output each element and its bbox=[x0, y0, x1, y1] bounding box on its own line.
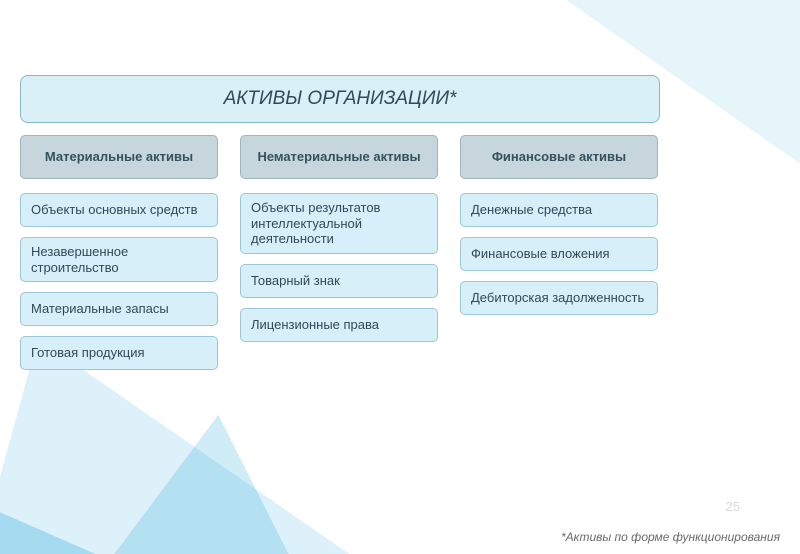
column-1: Нематериальные активы Объекты результатов… bbox=[240, 135, 438, 380]
category-header: Материальные активы bbox=[20, 135, 218, 179]
item-box: Объекты результатов интеллектуальной дея… bbox=[240, 193, 438, 254]
item-box: Незавершенное строительство bbox=[20, 237, 218, 282]
item-box: Лицензионные права bbox=[240, 308, 438, 342]
diagram-content: АКТИВЫ ОРГАНИЗАЦИИ* Материальные активы О… bbox=[20, 75, 660, 380]
item-box: Готовая продукция bbox=[20, 336, 218, 370]
category-header: Нематериальные активы bbox=[240, 135, 438, 179]
slide-number: 25 bbox=[726, 499, 740, 514]
footnote: *Активы по форме функционирования bbox=[561, 530, 780, 544]
category-header: Финансовые активы bbox=[460, 135, 658, 179]
column-2: Финансовые активы Денежные средства Финанс… bbox=[460, 135, 658, 380]
title-bar: АКТИВЫ ОРГАНИЗАЦИИ* bbox=[20, 75, 660, 123]
item-box: Товарный знак bbox=[240, 264, 438, 298]
column-0: Материальные активы Объекты основных сред… bbox=[20, 135, 218, 380]
columns-row: Материальные активы Объекты основных сред… bbox=[20, 135, 660, 380]
item-box: Финансовые вложения bbox=[460, 237, 658, 271]
item-box: Материальные запасы bbox=[20, 292, 218, 326]
item-box: Денежные средства bbox=[460, 193, 658, 227]
item-box: Объекты основных средств bbox=[20, 193, 218, 227]
item-box: Дебиторская задолженность bbox=[460, 281, 658, 315]
